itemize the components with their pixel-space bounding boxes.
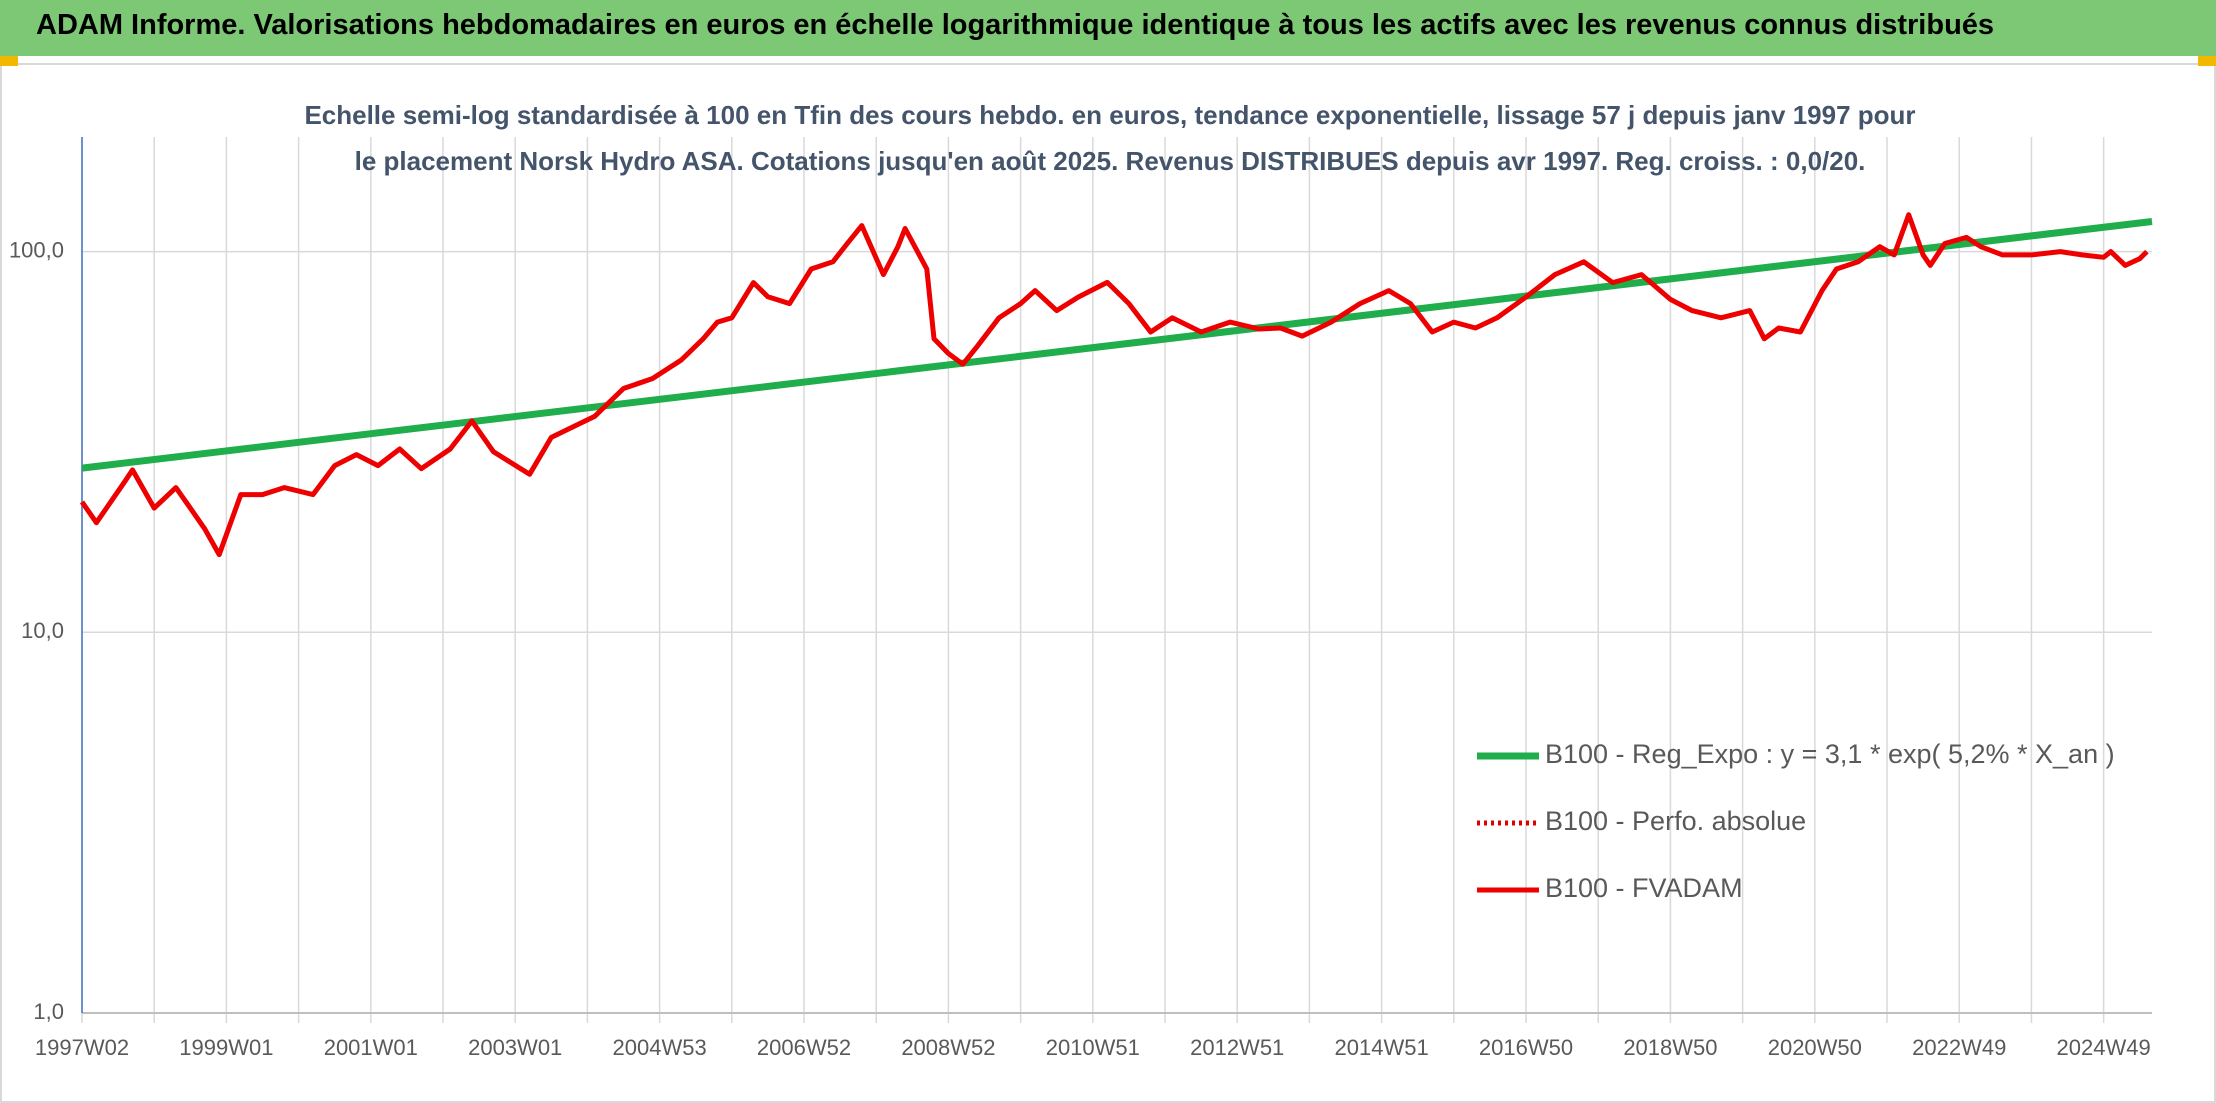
legend-label: B100 - Reg_Expo : y = 3,1 * exp( 5,2% * … xyxy=(1545,739,2115,769)
x-tick-label: 2006W52 xyxy=(757,1035,851,1060)
x-tick-label: 2018W50 xyxy=(1623,1035,1717,1060)
x-tick-label: 2008W52 xyxy=(901,1035,995,1060)
legend-label: B100 - FVADAM xyxy=(1545,873,1743,903)
series-line xyxy=(81,218,2153,472)
y-tick-label: 1,0 xyxy=(33,999,64,1024)
series-line xyxy=(79,212,2149,558)
corner-mark xyxy=(2198,56,2216,66)
corner-mark xyxy=(0,56,18,66)
legend-label: B100 - Perfo. absolue xyxy=(1545,806,1806,836)
x-tick-label: 2004W53 xyxy=(613,1035,707,1060)
chart-title: ADAM Informe. Valorisations hebdomadaire… xyxy=(36,9,1995,41)
header-bar: ADAM Informe. Valorisations hebdomadaire… xyxy=(0,0,2216,56)
x-tick-label: 2024W49 xyxy=(2057,1035,2151,1060)
frame xyxy=(0,63,2216,1103)
chart-subtitle: Echelle semi-log standardisée à 100 en T… xyxy=(304,100,1916,176)
x-tick-label: 2022W49 xyxy=(1912,1035,2006,1060)
x-tick-label: 2014W51 xyxy=(1335,1035,1429,1060)
x-tick-label: 1997W02 xyxy=(35,1035,129,1060)
x-tick-label: 2010W51 xyxy=(1046,1035,1140,1060)
x-tick-label: 2016W50 xyxy=(1479,1035,1573,1060)
x-tick-label: 2020W50 xyxy=(1768,1035,1862,1060)
x-tick-label: 1999W01 xyxy=(179,1035,273,1060)
x-tick-label: 2012W51 xyxy=(1190,1035,1284,1060)
x-tick-label: 2003W01 xyxy=(468,1035,562,1060)
y-tick-label: 100,0 xyxy=(9,237,64,262)
x-tick-label: 2001W01 xyxy=(324,1035,418,1060)
y-tick-label: 10,0 xyxy=(21,618,64,643)
